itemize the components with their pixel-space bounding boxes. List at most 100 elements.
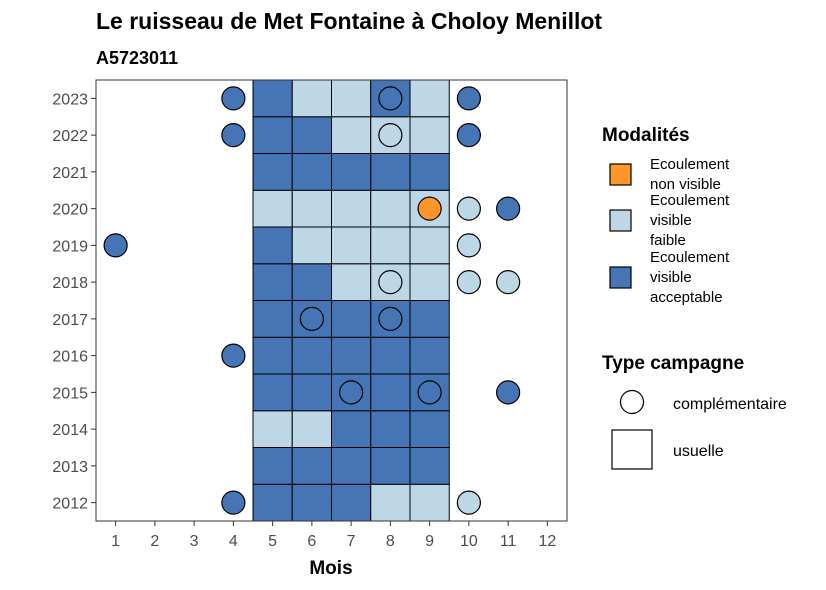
legend-key-acceptable [609, 266, 632, 289]
usuelle-cell-2012-9 [409, 483, 450, 522]
usuelle-cell-2016-6 [291, 336, 332, 375]
usuelle-cell-2020-5 [252, 189, 293, 228]
usuelle-cell-2019-9 [409, 226, 450, 265]
usuelle-cell-2014-9 [409, 410, 450, 448]
usuelle-cell-2021-7 [331, 153, 372, 191]
y-tick-label-2019: 2019 [52, 238, 88, 255]
x-axis-label: Mois [309, 558, 352, 579]
chart-title: Le ruisseau de Met Fontaine à Choloy Men… [96, 8, 602, 34]
usuelle-cell-2016-7 [331, 336, 372, 375]
usuelle-cell-2021-8 [370, 153, 411, 191]
usuelle-cell-2012-5 [252, 483, 293, 522]
x-tick-label-3: 3 [190, 533, 199, 550]
x-tick-label-9: 9 [425, 533, 434, 550]
legend-label-faible-1: visible [650, 212, 692, 229]
legend-label-non_visible-0: Ecoulement [650, 156, 730, 173]
usuelle-cell-2023-7 [331, 79, 372, 118]
usuelle-cell-2022-7 [331, 116, 372, 154]
complementaire-point-2012-10 [456, 490, 481, 515]
usuelle-cell-2015-5 [252, 373, 293, 412]
x-tick-label-1: 1 [111, 533, 120, 550]
usuelle-cell-2021-6 [291, 153, 332, 191]
usuelle-cell-2017-9 [409, 300, 450, 338]
legend-label-acceptable-2: acceptable [650, 289, 723, 306]
legend-key-faible [609, 209, 632, 232]
usuelle-cell-2013-9 [409, 447, 450, 485]
usuelle-cell-2014-5 [252, 410, 293, 448]
complementaire-point-2020-9 [417, 196, 442, 221]
panel-border [95, 79, 568, 522]
usuelle-cell-2014-7 [331, 410, 372, 448]
legend-modalites-title: Modalités [602, 125, 690, 146]
usuelle-cell-2021-9 [409, 153, 450, 191]
complementaire-point-2023-4 [221, 86, 246, 111]
legend-key-non_visible [609, 163, 632, 186]
usuelle-cell-2018-7 [331, 263, 372, 301]
usuelle-cell-2013-6 [291, 447, 332, 485]
usuelle-cell-2016-9 [409, 336, 450, 375]
x-tick-label-7: 7 [347, 533, 356, 550]
chart-subtitle: A5723011 [96, 48, 178, 68]
complementaire-point-2018-8 [378, 270, 403, 295]
legend-label-acceptable-1: visible [650, 269, 692, 286]
usuelle-cell-2012-6 [291, 483, 332, 522]
usuelle-cell-2018-6 [291, 263, 332, 301]
usuelle-cells [252, 79, 450, 522]
complementaire-point-2022-10 [456, 123, 481, 148]
legend-label-usuelle: usuelle [673, 443, 724, 460]
x-tick-label-11: 11 [500, 533, 517, 550]
complementaire-point-2017-6 [299, 306, 324, 331]
legend-campagne-title: Type campagne [602, 353, 744, 374]
complementaire-point-2020-11 [496, 196, 521, 221]
usuelle-cell-2019-5 [252, 226, 293, 265]
complementaire-points [103, 86, 521, 515]
legend-label-faible-0: Ecoulement [650, 192, 730, 209]
usuelle-cell-2012-8 [370, 483, 411, 522]
usuelle-cell-2019-8 [370, 226, 411, 265]
x-tick-label-2: 2 [150, 533, 159, 550]
usuelle-cell-2023-6 [291, 79, 332, 118]
usuelle-cell-2020-7 [331, 189, 372, 228]
complementaire-point-2015-11 [496, 380, 521, 405]
x-tick-label-8: 8 [386, 533, 395, 550]
usuelle-cell-2023-9 [409, 79, 450, 118]
x-tick-label-12: 12 [538, 533, 556, 550]
complementaire-point-2018-10 [456, 270, 481, 295]
complementaire-point-2017-8 [378, 306, 403, 331]
usuelle-cell-2019-7 [331, 226, 372, 265]
y-tick-label-2014: 2014 [52, 422, 88, 439]
y-tick-label-2023: 2023 [52, 91, 88, 108]
legend-key-complementaire [619, 389, 645, 415]
complementaire-point-2020-10 [456, 196, 481, 221]
legend-label-acceptable-0: Ecoulement [650, 249, 730, 266]
y-tick-label-2020: 2020 [52, 202, 88, 219]
complementaire-point-2016-4 [221, 343, 246, 368]
complementaire-point-2023-10 [456, 86, 481, 111]
y-tick-label-2012: 2012 [52, 496, 88, 513]
usuelle-cell-2015-6 [291, 373, 332, 412]
usuelle-cell-2016-5 [252, 336, 293, 375]
x-tick-label-6: 6 [307, 533, 316, 550]
y-tick-label-2022: 2022 [52, 128, 88, 145]
x-tick-label-4: 4 [229, 533, 238, 550]
x-tick-label-10: 10 [460, 533, 478, 550]
usuelle-cell-2022-9 [409, 116, 450, 154]
legend-label-complementaire: complémentaire [673, 396, 787, 413]
usuelle-cell-2014-8 [370, 410, 411, 448]
complementaire-point-2012-4 [221, 490, 246, 515]
usuelle-cell-2020-8 [370, 189, 411, 228]
y-tick-label-2017: 2017 [52, 312, 88, 329]
usuelle-cell-2015-8 [370, 373, 411, 412]
usuelle-cell-2020-6 [291, 189, 332, 228]
usuelle-cell-2012-7 [331, 483, 372, 522]
complementaire-point-2018-11 [496, 270, 521, 295]
y-tick-label-2013: 2013 [52, 459, 88, 476]
y-tick-label-2018: 2018 [52, 275, 88, 292]
usuelle-cell-2018-9 [409, 263, 450, 301]
usuelle-cell-2013-7 [331, 447, 372, 485]
usuelle-cell-2022-6 [291, 116, 332, 154]
x-axis: 1 2 3 4 5 6 7 8 9 10 11 12 [111, 521, 556, 550]
